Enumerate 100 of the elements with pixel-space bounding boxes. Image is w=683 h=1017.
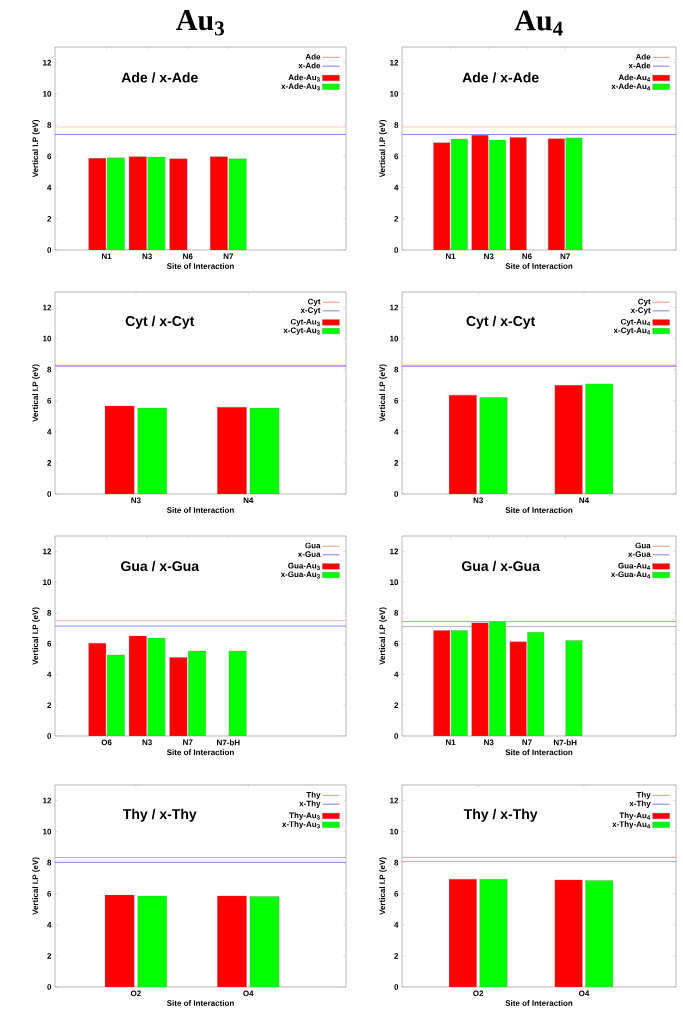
chart-title: Au$_{3}$: [176, 10, 224, 36]
x-tick-label: O4: [243, 990, 254, 997]
y-tick-label: 4: [394, 671, 399, 678]
legend-label: x-Ade: [628, 62, 651, 69]
x-axis-title: Site of Interaction: [505, 263, 573, 269]
legend-label: Ade: [305, 53, 321, 60]
x-tick-label: N4: [579, 497, 590, 504]
y-axis-title: Vertical I.P (eV): [379, 364, 387, 422]
y-tick-label: 8: [394, 122, 399, 128]
x-axis-title: Site of Interaction: [166, 749, 234, 756]
y-tick-label: 12: [390, 797, 399, 804]
y-tick-label: 8: [47, 859, 52, 866]
legend-label: x-Cyt-Au$_{4}$: [613, 327, 651, 335]
y-tick-label: 2: [394, 702, 399, 709]
annotation: Gua / x-Gua: [461, 560, 541, 572]
y-tick-label: 4: [47, 429, 52, 435]
y-tick-label: 8: [394, 366, 399, 373]
legend-label: Gua-Au$_{4}$: [618, 562, 651, 570]
y-tick-label: 10: [43, 828, 52, 835]
legend-label: x-Cyt-Au$_{3}$: [283, 327, 320, 335]
legend-label: Thy: [306, 791, 321, 800]
x-tick-label: O2: [130, 990, 141, 997]
legend-label: Gua: [635, 542, 651, 549]
y-tick-label: 0: [47, 733, 52, 739]
legend-label: Gua: [305, 542, 321, 549]
y-tick-label: 2: [394, 460, 399, 466]
x-axis-title: Site of Interaction: [505, 749, 573, 756]
y-tick-label: 10: [43, 91, 52, 97]
annotation: Thy / x-Thy: [122, 808, 197, 822]
legend-label: x-Gua-Au$_{4}$: [610, 571, 651, 579]
x-tick-label: O4: [578, 990, 590, 997]
y-tick-label: 0: [394, 984, 399, 990]
y-tick-label: 6: [394, 153, 399, 160]
y-tick-label: 12: [43, 59, 52, 66]
annotation: Ade / x-Ade: [121, 72, 198, 83]
x-tick-label: N1: [445, 253, 456, 260]
annotation: Ade / x-Ade: [462, 72, 539, 83]
x-tick-label: N3: [131, 497, 141, 504]
x-tick-label: N6: [522, 253, 532, 260]
legend-label: x-Thy: [629, 800, 651, 808]
legend-label: Cyt-Au$_{4}$: [620, 318, 651, 327]
y-tick-label: 10: [390, 91, 399, 97]
x-tick-label: N7-bH: [553, 739, 577, 746]
y-tick-label: 12: [390, 59, 399, 66]
y-tick-label: 10: [43, 579, 52, 585]
legend-label: x-Gua: [297, 551, 321, 557]
x-tick-label: N3: [484, 739, 494, 746]
y-tick-label: 4: [394, 184, 399, 191]
y-tick-label: 4: [47, 184, 52, 191]
y-tick-label: 2: [394, 953, 399, 959]
y-axis-title: Vertical I.P (eV): [379, 120, 387, 178]
y-axis-title: Vertical I.P (eV): [32, 607, 40, 665]
y-tick-label: 4: [394, 922, 399, 928]
legend-label: x-Thy-Au$_{4}$: [612, 821, 651, 829]
legend-label: Cyt: [638, 298, 651, 306]
y-tick-label: 8: [47, 122, 52, 128]
y-tick-label: 8: [394, 859, 399, 866]
y-tick-label: 12: [390, 304, 399, 311]
y-tick-label: 8: [47, 610, 52, 616]
y-tick-label: 10: [390, 579, 399, 585]
y-tick-label: 10: [390, 828, 399, 835]
x-tick-label: O2: [473, 990, 484, 997]
y-tick-label: 6: [394, 397, 399, 404]
x-tick-label: N7: [223, 253, 234, 260]
y-tick-label: 8: [394, 610, 399, 616]
legend-label: x-Ade-Au$_{3}$: [281, 83, 320, 91]
x-tick-label: N3: [142, 739, 152, 746]
legend-label: x-Thy: [299, 800, 321, 808]
legend-label: Ade: [635, 53, 651, 60]
y-tick-label: 12: [43, 548, 52, 555]
legend-label: x-Cyt: [300, 307, 321, 315]
y-tick-label: 4: [47, 671, 52, 678]
x-tick-label: N3: [484, 253, 494, 260]
legend-label: x-Gua: [628, 551, 651, 557]
annotation: Cyt / x-Cyt: [466, 315, 536, 329]
x-axis-title: Site of Interaction: [505, 1000, 573, 1006]
x-tick-label: N1: [101, 253, 112, 260]
legend-label: x-Gua-Au$_{3}$: [280, 571, 320, 579]
legend-label: Thy-Au$_{4}$: [619, 812, 651, 820]
y-axis-title: Vertical I.P (eV): [379, 607, 387, 665]
legend-label: x-Ade-Au$_{4}$: [611, 83, 651, 91]
y-tick-label: 6: [47, 153, 52, 160]
x-axis-title: Site of Interaction: [505, 507, 573, 513]
y-tick-label: 4: [47, 922, 52, 928]
y-tick-label: 2: [47, 460, 52, 466]
y-tick-label: 6: [47, 890, 52, 897]
y-axis-title: Vertical I.P (eV): [32, 364, 40, 422]
y-tick-label: 0: [47, 247, 52, 253]
y-tick-label: 0: [394, 491, 399, 497]
legend-label: Gua-Au$_{3}$: [288, 562, 320, 570]
y-tick-label: 0: [47, 984, 52, 990]
x-tick-label: N7-bH: [217, 739, 240, 746]
y-axis-title: Vertical I.P (eV): [32, 120, 40, 178]
x-axis-title: Site of Interaction: [166, 507, 234, 513]
y-tick-label: 2: [47, 953, 52, 959]
legend-label: Ade-Au$_{3}$: [288, 74, 320, 82]
annotation: Gua / x-Gua: [121, 560, 200, 572]
y-tick-label: 6: [47, 640, 52, 647]
y-axis-title: Vertical I.P (eV): [379, 857, 387, 915]
y-tick-label: 6: [394, 640, 399, 647]
